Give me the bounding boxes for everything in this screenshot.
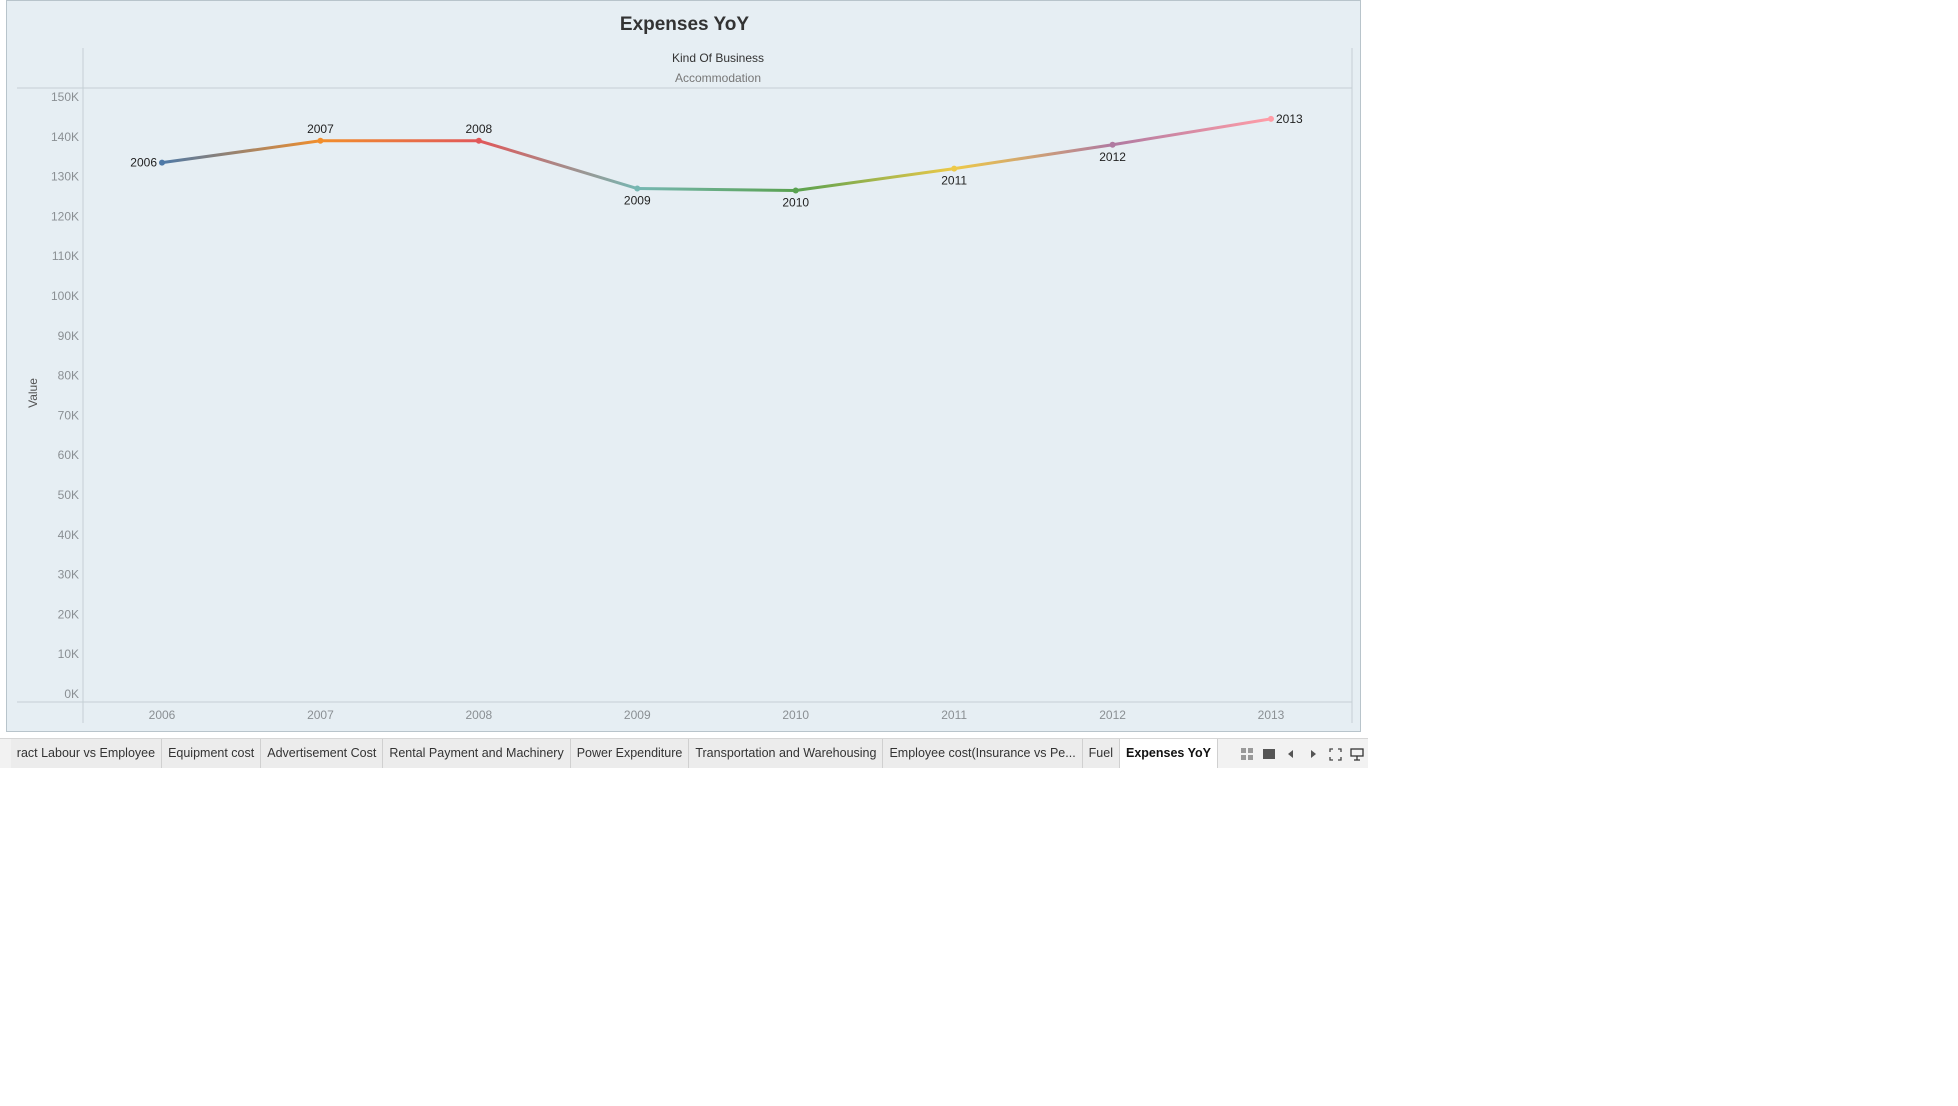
line-segment [1111,117,1273,147]
data-label: 2007 [307,122,334,136]
tab-strip: ract Labour vs Employee Equipment cost Adv… [10,739,1218,768]
presentation-icon[interactable] [1350,747,1364,761]
line-chart: Kind Of Business Accommodation Value 0K 1… [17,48,1353,723]
x-tick-label: 2009 [624,708,651,722]
x-tick-label: 2013 [1258,708,1285,722]
tab-rental-payment-and-machinery[interactable]: Rental Payment and Machinery [383,739,571,768]
data-label: 2009 [624,194,651,208]
x-tick-label: 2006 [149,708,176,722]
y-tick-label: 10K [58,647,79,661]
fullscreen-icon[interactable] [1328,747,1342,761]
filmstrip-icon[interactable] [1262,747,1276,761]
y-tick-label: 120K [51,209,79,223]
data-point[interactable] [159,159,165,166]
data-points [159,115,1274,194]
x-tick-label: 2012 [1099,708,1126,722]
y-tick-label: 100K [51,289,79,303]
y-tick-label: 150K [51,90,79,104]
y-tick-label: 50K [58,488,79,502]
data-point[interactable] [317,137,324,144]
line-segments [160,117,1273,193]
tab-employee-cost-insurance-vs-pe[interactable]: Employee cost(Insurance vs Pe... [883,739,1083,768]
tab-fuel[interactable]: Fuel [1082,739,1120,768]
data-point[interactable] [1268,115,1274,122]
data-point[interactable] [792,187,799,194]
data-point[interactable] [951,165,958,172]
y-tick-label: 130K [51,170,79,184]
data-label: 2012 [1099,150,1126,164]
y-tick-label: 20K [58,607,79,621]
y-axis-title: Value [26,378,40,408]
data-label: 2010 [782,196,809,210]
data-point[interactable] [1109,141,1116,148]
x-tick-label: 2010 [782,708,809,722]
line-segment [952,143,1115,171]
line-segment [635,187,798,193]
line-segment [477,139,639,191]
sheet-tab-bar: ract Labour vs Employee Equipment cost Adv… [0,738,1368,768]
grid-view-icon[interactable] [1240,747,1254,761]
next-sheet-icon[interactable] [1306,747,1320,761]
tab-expenses-yoy[interactable]: Expenses YoY [1120,739,1218,768]
x-tick-label: 2007 [307,708,334,722]
x-tick-label: 2008 [466,708,493,722]
chart-title: Expenses YoY [619,14,750,35]
data-point[interactable] [475,137,482,144]
tab-power-expenditure[interactable]: Power Expenditure [570,739,690,768]
data-labels: 2006 2007 2008 2009 2010 2011 2012 2013 [130,112,1303,210]
y-tick-label: 40K [58,528,79,542]
tab-transportation-and-warehousing[interactable]: Transportation and Warehousing [689,739,884,768]
y-tick-label: 140K [51,130,79,144]
y-tick-label: 30K [58,568,79,582]
tab-controls [1240,739,1364,768]
line-segment [160,139,322,165]
tab-ract-labour-vs-employee[interactable]: ract Labour vs Employee [10,739,163,768]
tab-advertisement-cost[interactable]: Advertisement Cost [261,739,384,768]
y-tick-label: 110K [52,249,79,263]
y-tick-label: 70K [58,408,79,422]
x-tick-label: 2011 [941,708,967,722]
header-field-label: Kind Of Business [672,51,764,65]
tab-equipment-cost[interactable]: Equipment cost [162,739,262,768]
data-label: 2008 [466,122,493,136]
x-axis-ticks: 2006 2007 2008 2009 2010 2011 2012 2013 [149,708,1285,722]
y-tick-label: 60K [58,448,79,462]
y-tick-label: 0K [64,687,79,701]
line-segment [794,167,956,193]
dashboard: Expenses YoY Kind Of Business Accommodat… [0,0,1368,768]
data-label: 2006 [130,156,157,170]
chart-sheet: Expenses YoY Kind Of Business Accommodat… [6,0,1361,732]
data-label: 2013 [1276,112,1303,126]
header-field-value: Accommodation [675,71,761,85]
data-point[interactable] [634,185,641,192]
prev-sheet-icon[interactable] [1284,747,1298,761]
y-tick-label: 80K [58,369,79,383]
y-axis-ticks: 0K 10K 20K 30K 40K 50K 60K 70K 80K 90K 100K 110K 120… [51,90,79,701]
data-label: 2011 [941,174,967,188]
y-tick-label: 90K [58,329,79,343]
